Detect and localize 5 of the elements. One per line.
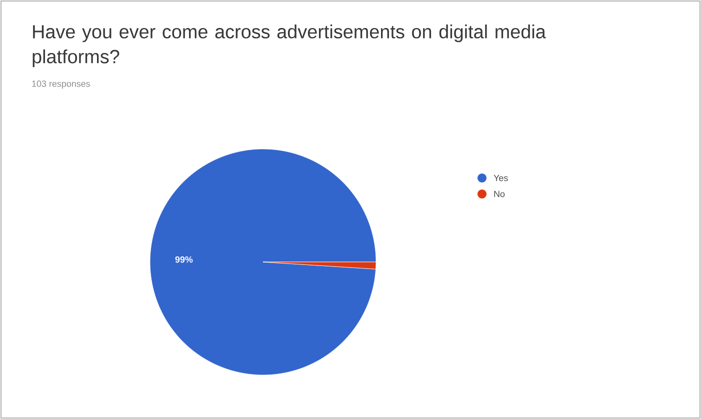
chart-title: Have you ever come across advertisements on digital media platforms? xyxy=(32,24,546,68)
legend-label: No xyxy=(494,190,505,198)
data-label: 99% xyxy=(175,256,193,263)
text: 103 responses xyxy=(32,80,90,89)
legend-label: Yes xyxy=(494,174,508,182)
